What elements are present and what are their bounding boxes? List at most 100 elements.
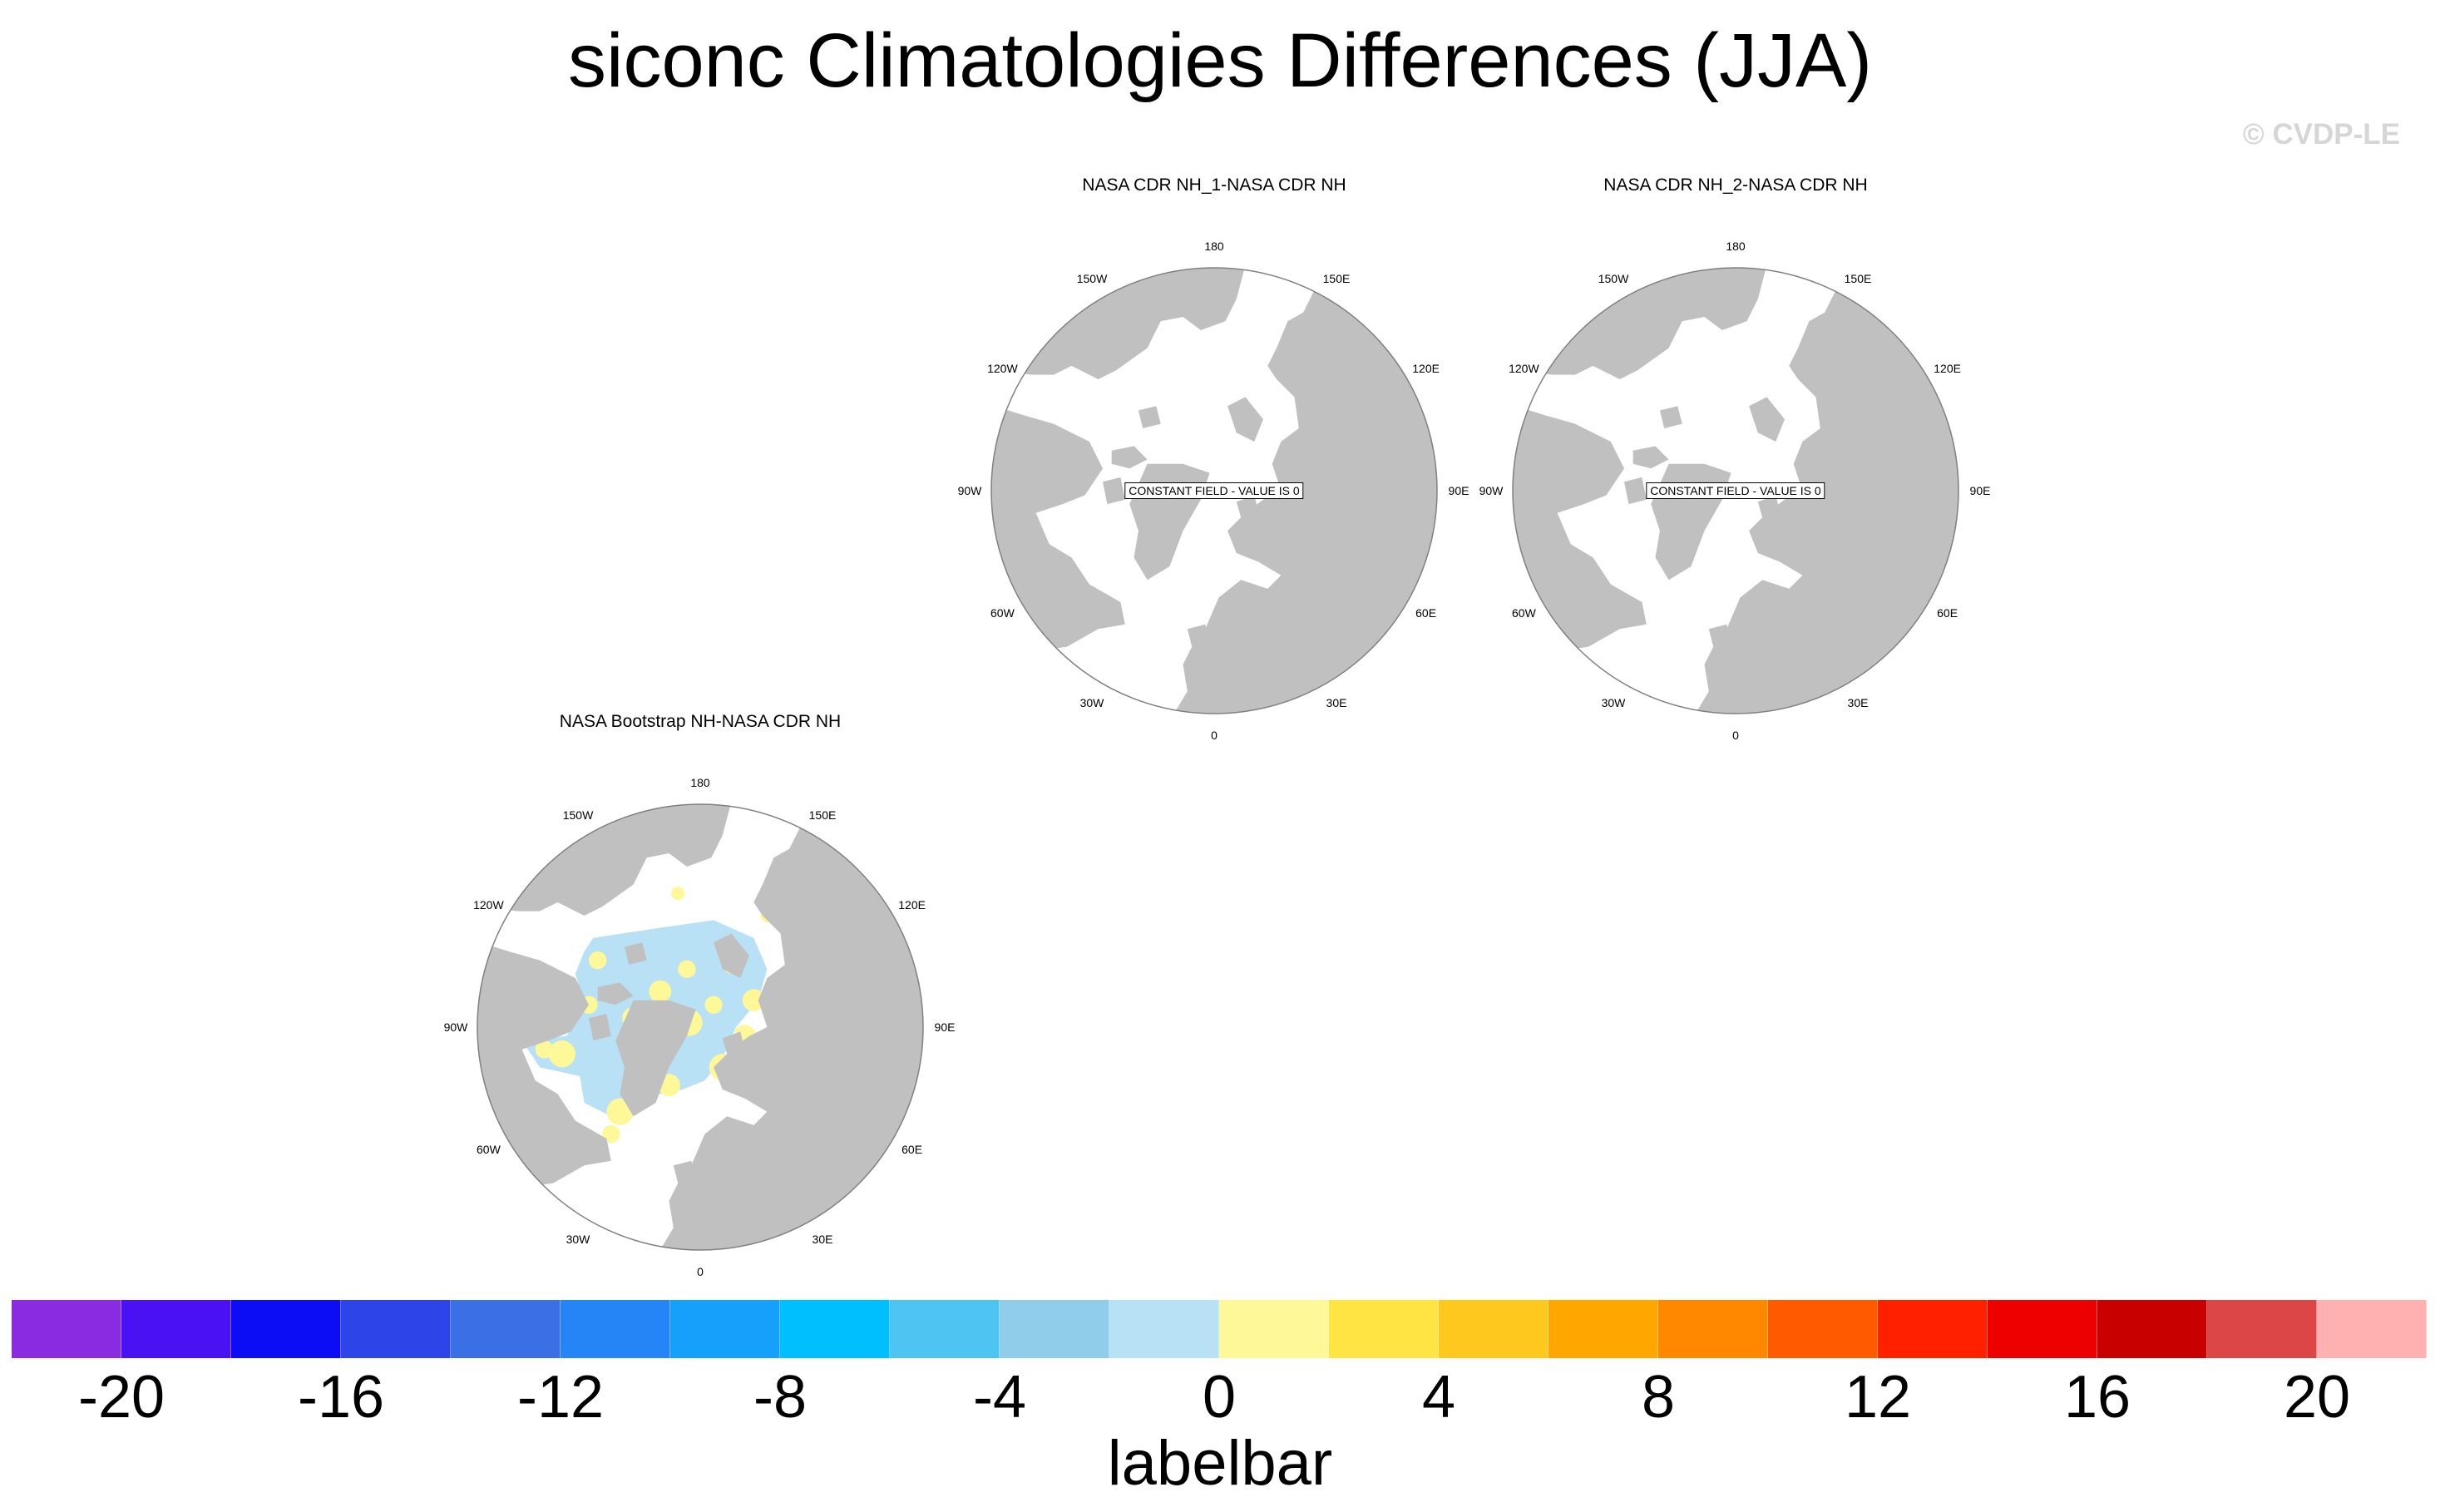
longitude-label: 150E bbox=[1844, 272, 1872, 286]
longitude-label: 150E bbox=[808, 808, 837, 823]
longitude-label: 120E bbox=[1934, 362, 1961, 375]
labelbar-color-box bbox=[1439, 1300, 1548, 1358]
labelbar-tick-label: 0 bbox=[1202, 1364, 1237, 1430]
constant-field-label: CONSTANT FIELD - VALUE IS 0 bbox=[1646, 482, 1825, 499]
labelbar-color-box bbox=[1768, 1300, 1878, 1358]
labelbar-color-box bbox=[561, 1300, 670, 1358]
longitude-label: 150E bbox=[1322, 272, 1351, 286]
labelbar-tick-label: -4 bbox=[972, 1364, 1027, 1430]
longitude-label: 120W bbox=[473, 898, 504, 912]
island-land bbox=[624, 942, 647, 965]
positive-difference-patch bbox=[602, 1124, 620, 1144]
longitude-label: 90W bbox=[957, 484, 982, 497]
longitude-label: 30E bbox=[812, 1232, 833, 1246]
longitude-label: 90E bbox=[934, 1020, 956, 1034]
longitude-label: 60E bbox=[1415, 606, 1437, 620]
longitude-label: 0 bbox=[697, 1265, 704, 1278]
positive-difference-patch bbox=[649, 980, 672, 1003]
longitude-label: 180 bbox=[1726, 240, 1746, 253]
labelbar-color-box bbox=[1109, 1300, 1219, 1358]
labelbar-color-box bbox=[121, 1300, 231, 1358]
map-border bbox=[990, 267, 1438, 714]
labelbar-title: labelbar bbox=[1107, 1428, 1333, 1499]
labelbar-color-box bbox=[1219, 1300, 1329, 1358]
island-land bbox=[1659, 406, 1682, 428]
longitude-label: 60W bbox=[1511, 606, 1536, 620]
longitude-label: 0 bbox=[1211, 729, 1218, 742]
longitude-label: 90W bbox=[1479, 484, 1504, 497]
island-land bbox=[714, 933, 749, 978]
map-panel-cdr-nh-1: NASA CDR NH_1-NASA CDR NH CONSTANT FIELD… bbox=[940, 175, 1489, 765]
labelbar-color-box bbox=[231, 1300, 341, 1358]
labelbar-color-box bbox=[1329, 1300, 1439, 1358]
island-land bbox=[1632, 446, 1669, 469]
eurasia-land bbox=[651, 804, 923, 1250]
island-land bbox=[1757, 535, 1776, 553]
longitude-label: 180 bbox=[690, 776, 710, 789]
island-land bbox=[1236, 495, 1259, 518]
labelbar-tick-label: 16 bbox=[2063, 1364, 2131, 1430]
map-panel-bootstrap-nh: NASA Bootstrap NH-NASA CDR NH 180 150E 120… bbox=[426, 712, 975, 1302]
map-border bbox=[477, 803, 924, 1251]
labelbar-tick-label: -16 bbox=[297, 1364, 385, 1430]
greenland-land bbox=[615, 1000, 696, 1117]
longitude-label: 150W bbox=[1598, 272, 1629, 286]
map-border bbox=[1512, 267, 1959, 714]
longitude-label: 120W bbox=[987, 362, 1018, 375]
labelbar-color-box bbox=[341, 1300, 451, 1358]
island-land bbox=[1111, 446, 1148, 469]
positive-difference-patch bbox=[742, 989, 765, 1012]
copyright-watermark: © CVDP-LE bbox=[2242, 118, 2400, 151]
longitude-label: 90E bbox=[1448, 484, 1469, 497]
labelbar-tick-label: -8 bbox=[753, 1364, 808, 1430]
longitude-label: 180 bbox=[1204, 240, 1224, 253]
longitude-label: 90W bbox=[443, 1020, 468, 1034]
labelbar-color-box bbox=[451, 1300, 561, 1358]
island-land bbox=[1187, 624, 1210, 647]
island-land bbox=[1075, 455, 1099, 477]
positive-difference-patch bbox=[704, 996, 723, 1014]
longitude-label: 30W bbox=[1079, 695, 1104, 709]
longitude-label: 30E bbox=[1847, 695, 1869, 709]
longitude-label: 30W bbox=[566, 1232, 590, 1246]
labelbar-tick-label: 8 bbox=[1641, 1364, 1676, 1430]
positive-difference-patch bbox=[671, 887, 685, 901]
longitude-label: 150W bbox=[1076, 272, 1108, 286]
island-land bbox=[1227, 397, 1263, 442]
labelbar-color-box bbox=[2207, 1300, 2317, 1358]
island-land bbox=[1597, 455, 1620, 477]
island-land bbox=[1708, 624, 1731, 647]
positive-difference-patch bbox=[678, 960, 696, 978]
island-land bbox=[673, 1160, 696, 1183]
island-land bbox=[722, 1071, 741, 1090]
longitude-label: 120E bbox=[1412, 362, 1440, 375]
labelbar-color-box bbox=[2317, 1300, 2427, 1358]
longitude-label: 60W bbox=[990, 606, 1015, 620]
longitude-label: 60W bbox=[476, 1143, 501, 1156]
eurasia-land bbox=[1165, 268, 1437, 714]
longitude-label: 0 bbox=[1732, 729, 1739, 742]
labelbar-tick-label: 20 bbox=[2283, 1364, 2351, 1430]
panel-title: NASA Bootstrap NH-NASA CDR NH bbox=[559, 712, 842, 731]
island-land bbox=[1138, 406, 1161, 428]
longitude-label: 120W bbox=[1509, 362, 1539, 375]
island-land bbox=[1236, 535, 1255, 553]
labelbar-tick-label: -20 bbox=[77, 1364, 165, 1430]
labelbar-color-box bbox=[1548, 1300, 1658, 1358]
labelbar-color-box bbox=[1988, 1300, 2097, 1358]
longitude-label: 30W bbox=[1601, 695, 1626, 709]
island-land bbox=[589, 1013, 611, 1041]
panel-title: NASA CDR NH_1-NASA CDR NH bbox=[1082, 175, 1346, 195]
longitude-label: 120E bbox=[898, 898, 926, 912]
labelbar-color-box bbox=[1000, 1300, 1109, 1358]
labelbar-color-box bbox=[2097, 1300, 2207, 1358]
map-panel-cdr-nh-2: NASA CDR NH_2-NASA CDR NH CONSTANT FIELD… bbox=[1461, 175, 2010, 765]
positive-difference-patch bbox=[548, 1040, 575, 1068]
constant-field-label: CONSTANT FIELD - VALUE IS 0 bbox=[1124, 482, 1304, 499]
longitude-label: 60E bbox=[1937, 606, 1958, 620]
longitude-label: 30E bbox=[1326, 695, 1347, 709]
island-land bbox=[1757, 495, 1781, 518]
island-land bbox=[1624, 477, 1647, 505]
labelbar-color-box bbox=[1658, 1300, 1768, 1358]
island-land bbox=[722, 1031, 745, 1055]
